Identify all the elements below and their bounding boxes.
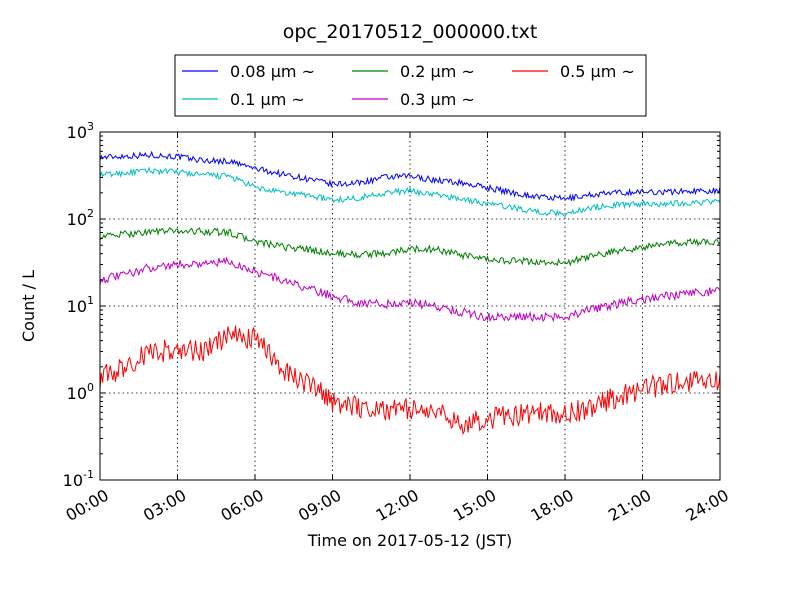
y-tick-label: 101 <box>67 294 94 316</box>
legend-label-1: 0.1 μm ~ <box>230 90 305 109</box>
y-tick-label: 102 <box>67 207 94 229</box>
chart-title: opc_20170512_000000.txt <box>283 21 538 43</box>
legend-box <box>174 54 647 117</box>
y-tick-label: 103 <box>67 120 94 142</box>
y-tick-label: 100 <box>67 381 94 403</box>
legend-label-0: 0.08 μm ~ <box>230 62 315 81</box>
series-line-4 <box>99 325 721 436</box>
y-tick-label: 10-1 <box>63 468 94 490</box>
y-axis-label: Count / L <box>19 270 38 342</box>
legend-label-4: 0.5 μm ~ <box>560 62 635 81</box>
legend-label-3: 0.3 μm ~ <box>400 90 475 109</box>
legend-label-2: 0.2 μm ~ <box>400 62 475 81</box>
series-line-0 <box>99 150 721 202</box>
series-layer <box>99 150 721 436</box>
series-line-3 <box>99 256 721 323</box>
series-line-1 <box>99 166 721 218</box>
legend: 0.08 μm ~ 0.1 μm ~ 0.2 μm ~ 0.3 μm ~ 0.5 μm … <box>174 54 647 117</box>
series-line-2 <box>99 226 721 267</box>
x-axis-label: Time on 2017-05-12 (JST) <box>307 531 512 550</box>
